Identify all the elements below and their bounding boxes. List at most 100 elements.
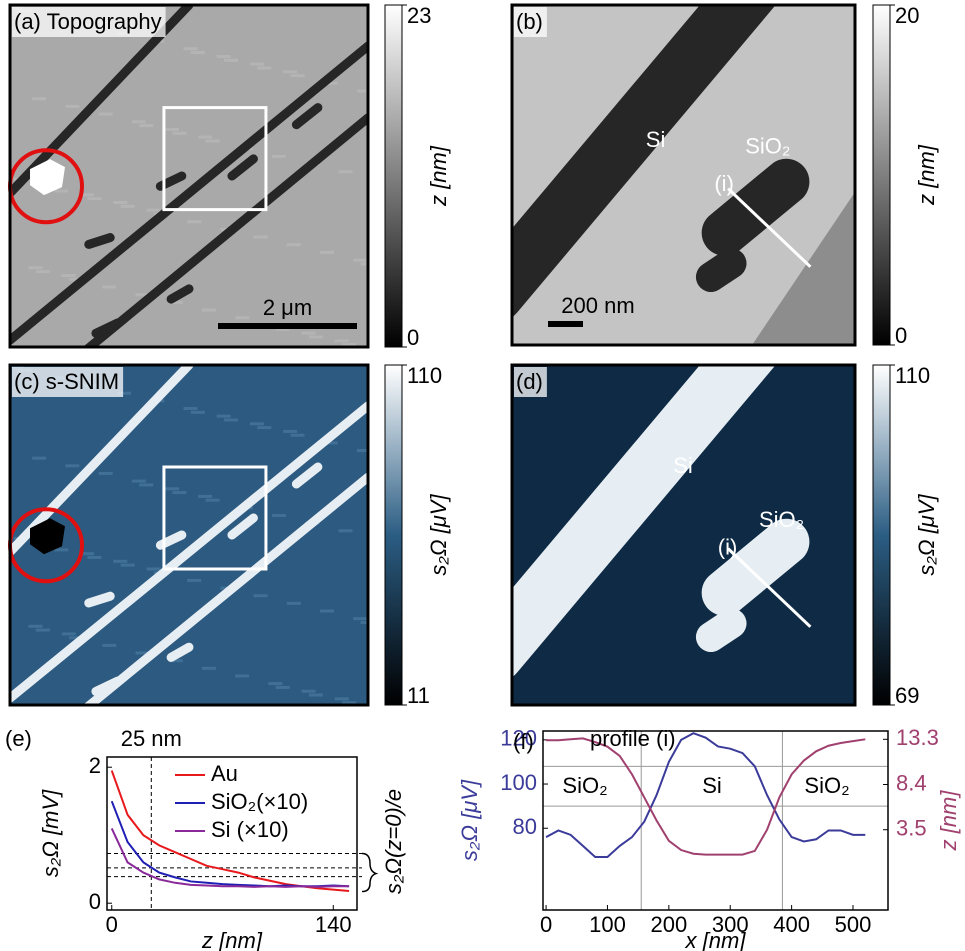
- x-tick-label: 400: [773, 912, 810, 937]
- image-texture: [172, 132, 186, 135]
- colorbar-label: z [nm]: [426, 145, 451, 207]
- image-texture: [36, 629, 50, 632]
- image-texture: [191, 51, 205, 54]
- y2-tick-label: 13.3: [896, 725, 939, 750]
- panel-title: (d): [516, 369, 543, 394]
- colorbar-tick-label: 11: [407, 683, 430, 708]
- image-texture: [287, 602, 301, 605]
- annotation: Si: [702, 773, 722, 798]
- image-texture: [54, 189, 68, 192]
- image-texture: [224, 59, 238, 62]
- image-texture: [254, 236, 268, 239]
- image-texture: [65, 105, 79, 108]
- colorbar-tick-label: 0: [895, 323, 907, 348]
- image-texture: [283, 430, 297, 433]
- image-texture: [224, 418, 238, 421]
- image-texture: [99, 472, 113, 475]
- panel-title: (a) Topography: [14, 9, 162, 34]
- colorbar: [385, 5, 402, 347]
- brace: [362, 854, 376, 892]
- image-texture: [62, 632, 76, 635]
- image-texture: [102, 286, 116, 289]
- image-texture: [102, 644, 116, 647]
- y-tick-label: 100: [500, 770, 537, 795]
- image-texture: [172, 491, 186, 494]
- image-texture: [202, 309, 216, 312]
- image-texture: [250, 63, 264, 66]
- image-texture: [165, 487, 179, 490]
- image-texture: [28, 266, 42, 269]
- image-texture: [198, 495, 212, 498]
- annotation: SiO₂: [745, 134, 790, 159]
- y-tick-label: 2: [89, 753, 101, 778]
- image-texture: [257, 426, 271, 429]
- image-texture: [28, 625, 42, 628]
- annotation: SiO₂: [562, 773, 607, 798]
- x-axis-label: x [nm]: [685, 928, 747, 951]
- x-tick-label: 100: [589, 912, 626, 937]
- image-texture: [302, 332, 316, 335]
- image-texture: [206, 139, 220, 142]
- image-texture: [113, 201, 127, 204]
- annotation: (i): [714, 171, 734, 196]
- image-texture: [257, 66, 271, 69]
- image-texture: [309, 694, 323, 697]
- panel-title: (c) s-SNIM: [14, 369, 119, 394]
- image-texture: [272, 155, 286, 158]
- y-axis-label: s₂Ω [mV]: [38, 789, 63, 877]
- image-texture: [65, 464, 79, 467]
- image-texture: [287, 243, 301, 246]
- colorbar-tick-label: 110: [895, 363, 930, 388]
- image-texture: [183, 47, 197, 50]
- image-texture: [353, 259, 367, 262]
- image-texture: [121, 564, 135, 567]
- image-texture: [32, 457, 46, 460]
- image-texture: [338, 170, 352, 173]
- image: [10, 365, 375, 712]
- image-texture: [235, 316, 249, 319]
- image: [495, 0, 855, 345]
- legend-label: Si (×10): [211, 817, 289, 842]
- scale-bar-label: 200 nm: [561, 293, 634, 318]
- colorbar-label: z [nm]: [914, 144, 939, 206]
- colorbar-tick-label: 69: [895, 683, 919, 708]
- annotation: SiO₂: [804, 773, 849, 798]
- image-texture: [217, 415, 231, 418]
- colorbar-label: s₂Ω [μV]: [914, 494, 939, 576]
- image-texture: [268, 682, 282, 685]
- annotation: SiO₂: [759, 507, 804, 532]
- scale-bar: [548, 321, 583, 327]
- image-texture: [235, 674, 249, 677]
- image-texture: [191, 411, 205, 414]
- image-texture: [290, 74, 304, 77]
- image-texture: [335, 697, 349, 700]
- image-feature: [711, 623, 732, 637]
- image-texture: [250, 422, 264, 425]
- panel-title: (b): [516, 9, 543, 34]
- colorbar-tick-label: 23: [407, 3, 431, 28]
- image-texture: [283, 70, 297, 73]
- x-tick-label: 0: [540, 912, 552, 937]
- y-tick-label: 80: [513, 814, 537, 839]
- image-texture: [187, 579, 201, 582]
- image-texture: [202, 667, 216, 670]
- image-texture: [54, 548, 68, 551]
- y-tick-label: 0: [89, 889, 101, 914]
- annotation: Si: [673, 453, 693, 478]
- panel-title: (f): [513, 729, 534, 754]
- image-feature: [711, 263, 732, 277]
- y-axis-label: s₂Ω [μV]: [457, 779, 482, 861]
- legend-label: SiO₂(×10): [211, 789, 308, 814]
- legend-label: Au: [211, 761, 238, 786]
- colorbar: [873, 365, 890, 705]
- image-texture: [32, 97, 46, 100]
- colorbar: [385, 365, 402, 705]
- image-texture: [62, 274, 76, 277]
- scale-bar: [218, 323, 357, 329]
- image-texture: [132, 120, 146, 123]
- image-texture: [320, 251, 334, 254]
- image-texture: [206, 499, 220, 502]
- colorbar-tick-label: 0: [407, 325, 419, 350]
- image-texture: [217, 55, 231, 58]
- plot-frame: [543, 731, 888, 910]
